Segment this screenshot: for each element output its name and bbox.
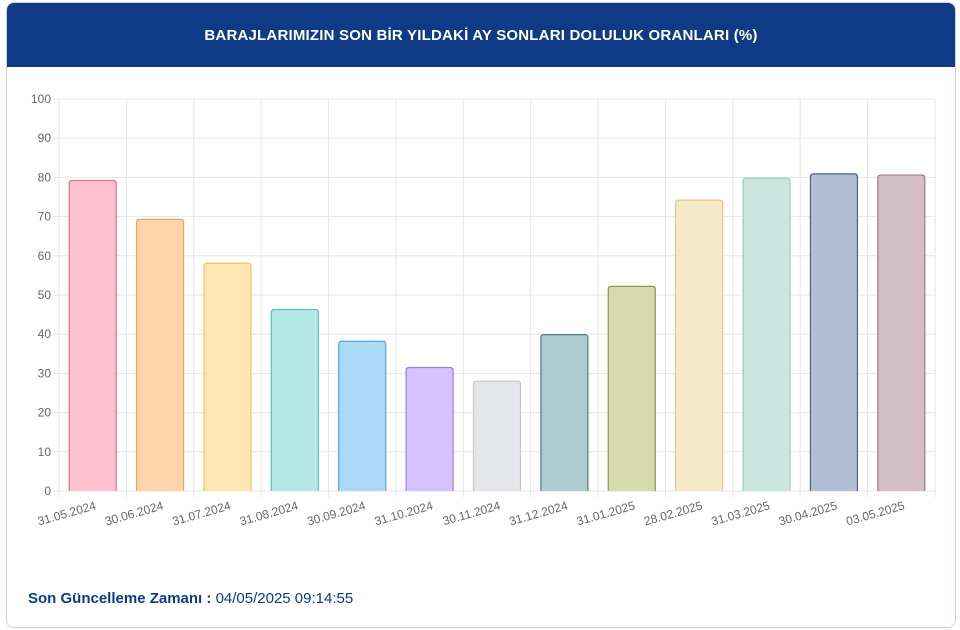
chart-title: BARAJLARIMIZIN SON BİR YILDAKİ AY SONLAR… [204,26,758,44]
bar [270,308,319,491]
y-tick-label: 60 [38,249,52,263]
y-tick-label: 40 [38,327,52,341]
y-tick-label: 10 [38,445,52,459]
bar [675,199,724,491]
x-tick-label: 30.11.2024 [441,498,502,528]
x-tick-label: 03.05.2025 [845,498,907,528]
last-update: Son Güncelleme Zamanı : 04/05/2025 09:14… [28,590,353,607]
bar [405,366,454,491]
x-tick-label: 31.12.2024 [508,498,570,528]
y-tick-label: 100 [31,92,51,106]
x-tick-label: 31.07.2024 [171,498,233,528]
bar [540,333,589,491]
last-update-label: Son Güncelleme Zamanı : [28,590,212,607]
bar [809,173,859,491]
x-tick-label: 31.08.2024 [238,498,300,528]
y-tick-label: 30 [38,366,52,380]
chart-card: BARAJLARIMIZIN SON BİR YILDAKİ AY SONLAR… [6,2,956,628]
bar [68,179,117,491]
bar [338,340,387,491]
x-tick-label: 30.04.2025 [777,498,839,528]
x-tick-label: 30.06.2024 [103,498,165,528]
x-tick-label: 30.09.2024 [305,498,367,528]
last-update-value: 04/05/2025 09:14:55 [215,590,354,607]
bar [607,285,656,491]
bar-chart: 0 10 20 30 40 50 60 70 80 90 100 31.05.2024 30.06.20… [31,92,936,528]
bar [135,218,185,491]
bar [472,380,522,491]
y-tick-label: 20 [38,406,52,420]
x-tick-label: 31.01.2025 [575,498,637,528]
bar [877,174,926,491]
bar [742,177,791,491]
y-tick-label: 50 [38,288,52,302]
x-tick-label: 31.05.2024 [36,498,98,528]
y-tick-label: 70 [38,210,52,224]
x-tick-label: 31.10.2024 [373,498,435,528]
x-tick-label: 31.03.2025 [710,498,772,528]
bar [203,262,252,491]
y-tick-label: 90 [38,131,52,145]
y-tick-label: 80 [38,170,52,184]
card-header: BARAJLARIMIZIN SON BİR YILDAKİ AY SONLAR… [7,3,955,67]
y-tick-label: 0 [44,484,51,498]
x-tick-label: 28.02.2025 [642,498,704,528]
